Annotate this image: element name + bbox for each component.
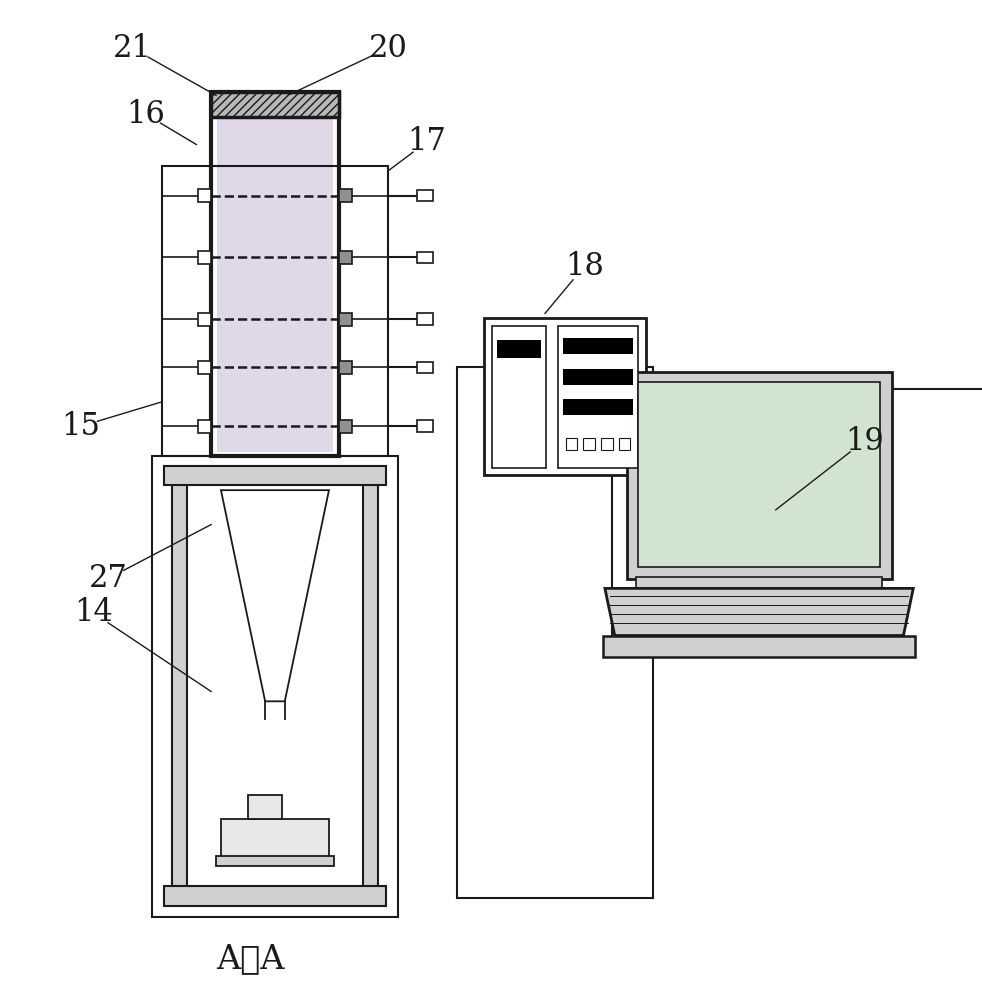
Bar	[457, 367, 653, 898]
Bar	[497, 340, 541, 358]
Bar	[198, 420, 211, 433]
Bar	[164, 886, 386, 906]
Bar	[164, 466, 386, 485]
Text: 27: 27	[88, 563, 128, 594]
Bar	[417, 362, 433, 373]
Bar	[339, 189, 352, 202]
Bar	[558, 326, 638, 468]
Text: 14: 14	[74, 597, 113, 628]
Polygon shape	[605, 588, 913, 636]
Text: 20: 20	[368, 33, 408, 64]
Bar	[211, 92, 339, 456]
Bar	[417, 190, 433, 201]
Bar	[566, 438, 577, 450]
Bar	[563, 338, 633, 354]
Text: 21: 21	[113, 33, 152, 64]
Bar	[417, 420, 433, 432]
Bar	[198, 251, 211, 264]
Bar	[417, 313, 433, 325]
Bar	[198, 361, 211, 374]
Text: 18: 18	[565, 251, 604, 282]
Bar	[619, 438, 630, 450]
Bar	[211, 92, 339, 117]
Text: 16: 16	[126, 99, 165, 130]
Bar	[563, 369, 633, 385]
Bar	[627, 372, 892, 579]
Bar	[339, 420, 352, 433]
Text: 19: 19	[845, 426, 884, 457]
Bar	[492, 326, 546, 468]
Bar	[417, 252, 433, 263]
Bar	[221, 819, 329, 858]
Bar	[198, 189, 211, 202]
Bar	[216, 856, 334, 866]
Bar	[563, 399, 633, 415]
Bar	[638, 382, 880, 567]
Text: 15: 15	[61, 411, 100, 442]
Bar	[339, 251, 352, 264]
Bar	[198, 313, 211, 326]
Bar	[603, 636, 915, 657]
Bar	[636, 577, 882, 588]
Bar	[484, 318, 646, 475]
Bar	[247, 795, 283, 819]
Bar	[339, 313, 352, 326]
Bar	[217, 118, 333, 452]
Bar	[339, 361, 352, 374]
Bar	[583, 438, 595, 450]
Bar	[172, 471, 187, 893]
Bar	[162, 166, 388, 456]
Bar	[601, 438, 613, 450]
Text: A－A: A－A	[216, 944, 285, 976]
Text: 17: 17	[408, 126, 447, 157]
Bar	[363, 471, 378, 893]
Bar	[152, 456, 398, 917]
Polygon shape	[221, 490, 329, 701]
